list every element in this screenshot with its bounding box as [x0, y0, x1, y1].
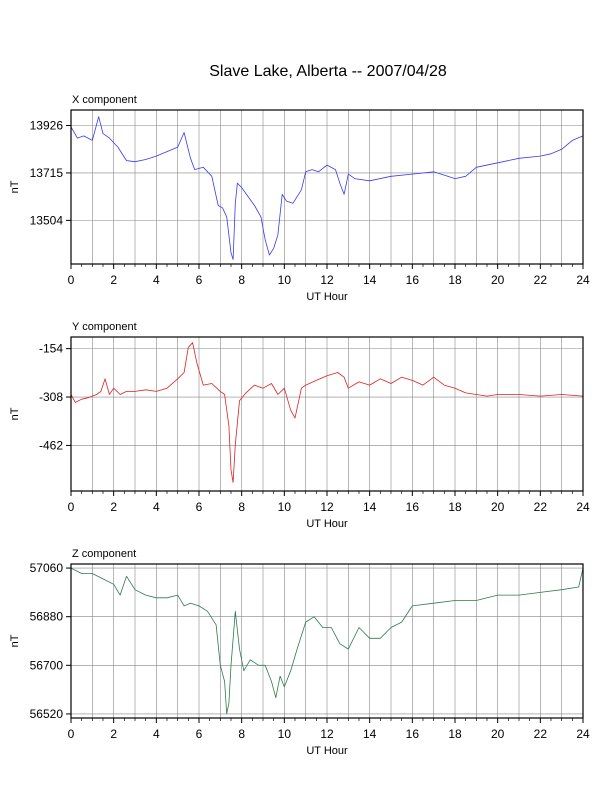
- y-tick-label: 13715: [30, 166, 64, 180]
- y-tick-label: 57060: [30, 561, 64, 575]
- x-tick-label: 6: [196, 273, 203, 287]
- y-tick-label: -154: [39, 342, 63, 356]
- y-axis-label: nT: [9, 180, 21, 193]
- y-tick-label: 56880: [30, 610, 64, 624]
- x-tick-label: 2: [110, 500, 117, 514]
- x-tick-label: 18: [448, 500, 462, 514]
- x-tick-label: 14: [363, 273, 377, 287]
- x-axis-label: UT Hour: [306, 518, 348, 530]
- y-tick-label: -308: [39, 390, 63, 404]
- series-line-y: [70, 342, 584, 483]
- panel-title: Y component: [72, 321, 137, 333]
- x-tick-label: 20: [491, 273, 505, 287]
- x-tick-label: 8: [238, 273, 245, 287]
- x-tick-label: 14: [363, 500, 377, 514]
- x-tick-label: 12: [320, 273, 334, 287]
- x-tick-label: 24: [576, 500, 590, 514]
- x-tick-label: 2: [110, 273, 117, 287]
- panel-title: Z component: [72, 548, 136, 560]
- x-tick-label: 0: [68, 727, 75, 741]
- x-tick-label: 4: [153, 273, 160, 287]
- x-tick-label: 0: [68, 273, 75, 287]
- x-tick-label: 4: [153, 500, 160, 514]
- y-axis-label: nT: [9, 407, 21, 420]
- x-axis-label: UT Hour: [306, 291, 348, 303]
- x-tick-label: 12: [320, 500, 334, 514]
- x-tick-label: 22: [534, 273, 548, 287]
- x-tick-label: 12: [320, 727, 334, 741]
- x-tick-label: 16: [406, 727, 420, 741]
- y-tick-label: 13926: [30, 119, 64, 133]
- y-tick-label: 56520: [30, 707, 64, 721]
- series-line-x: [70, 116, 584, 260]
- panel-title: X component: [72, 94, 137, 106]
- panel-3: 0 2 4 6 8 10 12 14 16 18 20 22 245652056700568805706…: [9, 548, 590, 757]
- series-line-z: [70, 567, 584, 715]
- y-tick-label: 13504: [30, 213, 64, 227]
- x-axis-label: UT Hour: [306, 745, 348, 757]
- x-tick-label: 0: [68, 500, 75, 514]
- x-tick-label: 22: [534, 727, 548, 741]
- x-tick-label: 4: [153, 727, 160, 741]
- x-tick-label: 20: [491, 727, 505, 741]
- x-tick-label: 6: [196, 727, 203, 741]
- x-tick-label: 6: [196, 500, 203, 514]
- x-tick-label: 18: [448, 727, 462, 741]
- y-axis-label: nT: [9, 634, 21, 647]
- figure-title: Slave Lake, Alberta -- 2007/04/28: [209, 63, 447, 80]
- y-tick-label: -462: [39, 438, 63, 452]
- x-tick-label: 2: [110, 727, 117, 741]
- x-tick-label: 24: [576, 273, 590, 287]
- x-tick-label: 20: [491, 500, 505, 514]
- x-tick-label: 18: [448, 273, 462, 287]
- x-tick-label: 16: [406, 500, 420, 514]
- x-tick-label: 22: [534, 500, 548, 514]
- x-tick-label: 24: [576, 727, 590, 741]
- y-tick-label: 56700: [30, 658, 64, 672]
- x-tick-label: 10: [278, 500, 292, 514]
- x-tick-label: 8: [238, 727, 245, 741]
- x-tick-label: 14: [363, 727, 377, 741]
- x-tick-label: 8: [238, 500, 245, 514]
- x-tick-label: 16: [406, 273, 420, 287]
- x-tick-label: 10: [278, 273, 292, 287]
- x-tick-label: 10: [278, 727, 292, 741]
